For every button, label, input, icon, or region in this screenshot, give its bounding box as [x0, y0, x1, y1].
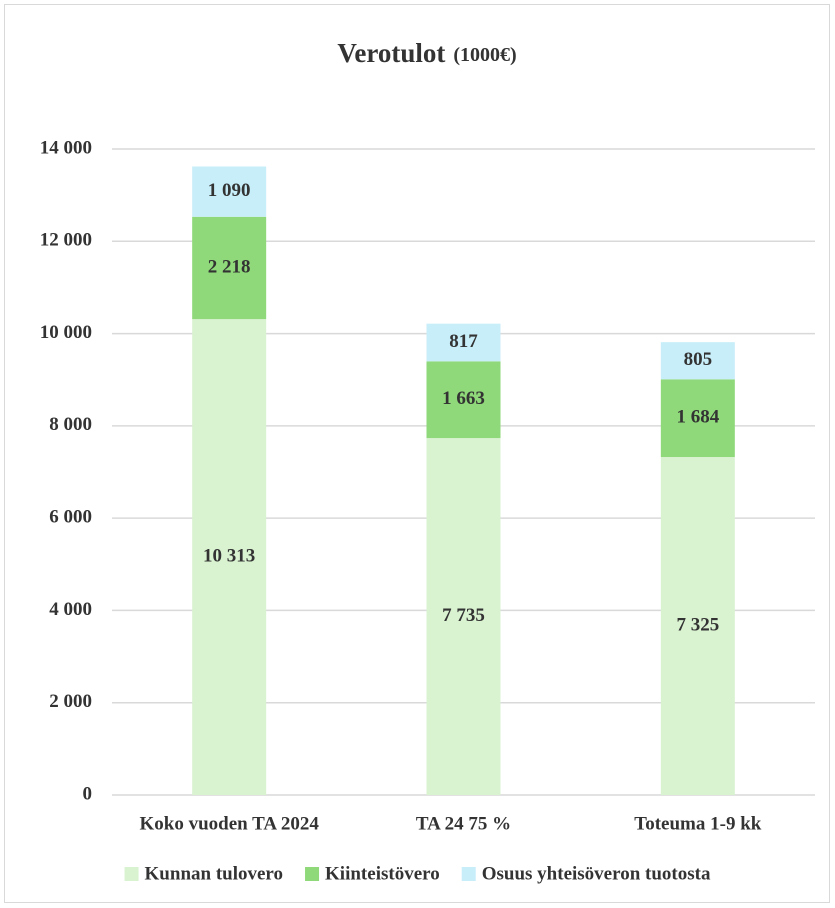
legend-label: Osuus yhteisöveron tuotosta — [482, 863, 711, 884]
legend-swatch — [124, 867, 139, 881]
data-label: 1 684 — [676, 407, 719, 428]
bar-segment — [660, 379, 735, 458]
y-tick-label: 10 000 — [40, 322, 92, 343]
y-tick-label: 12 000 — [40, 230, 92, 251]
bar-segment — [192, 216, 267, 320]
bar-segment — [426, 361, 501, 439]
bar-segment — [426, 323, 501, 362]
bar-segment — [192, 319, 267, 795]
title-main: Verotulot — [337, 38, 445, 68]
x-tick-label: Toteuma 1-9 kk — [634, 813, 761, 834]
bar-segment — [426, 438, 501, 795]
data-label: 2 218 — [208, 256, 251, 277]
data-label: 817 — [449, 331, 478, 352]
legend-label: Kiinteistövero — [325, 863, 440, 884]
y-tick-label: 4 000 — [49, 599, 92, 620]
data-label: 10 313 — [203, 545, 255, 566]
title-unit: (1000€) — [453, 44, 516, 66]
data-label: 1 090 — [208, 180, 251, 201]
y-tick-label: 8 000 — [49, 414, 92, 435]
y-tick-label: 6 000 — [49, 507, 92, 528]
y-tick-label: 0 — [83, 783, 93, 804]
chart-title: Verotulot (1000€) — [337, 38, 516, 68]
data-label: 7 735 — [442, 605, 485, 626]
data-label: 7 325 — [676, 614, 719, 635]
bar-segment — [192, 166, 267, 217]
legend-swatch — [461, 867, 476, 881]
x-tick-label: Koko vuoden TA 2024 — [140, 813, 320, 834]
bar-segment — [660, 457, 735, 795]
x-tick-label: TA 24 75 % — [416, 813, 511, 834]
y-tick-label: 14 000 — [40, 137, 92, 158]
legend-label: Kunnan tulovero — [145, 863, 284, 884]
legend-swatch — [305, 867, 320, 881]
bar-segment — [660, 342, 735, 380]
data-label: 805 — [684, 349, 713, 370]
y-tick-label: 2 000 — [49, 691, 92, 712]
data-label: 1 663 — [442, 388, 485, 409]
